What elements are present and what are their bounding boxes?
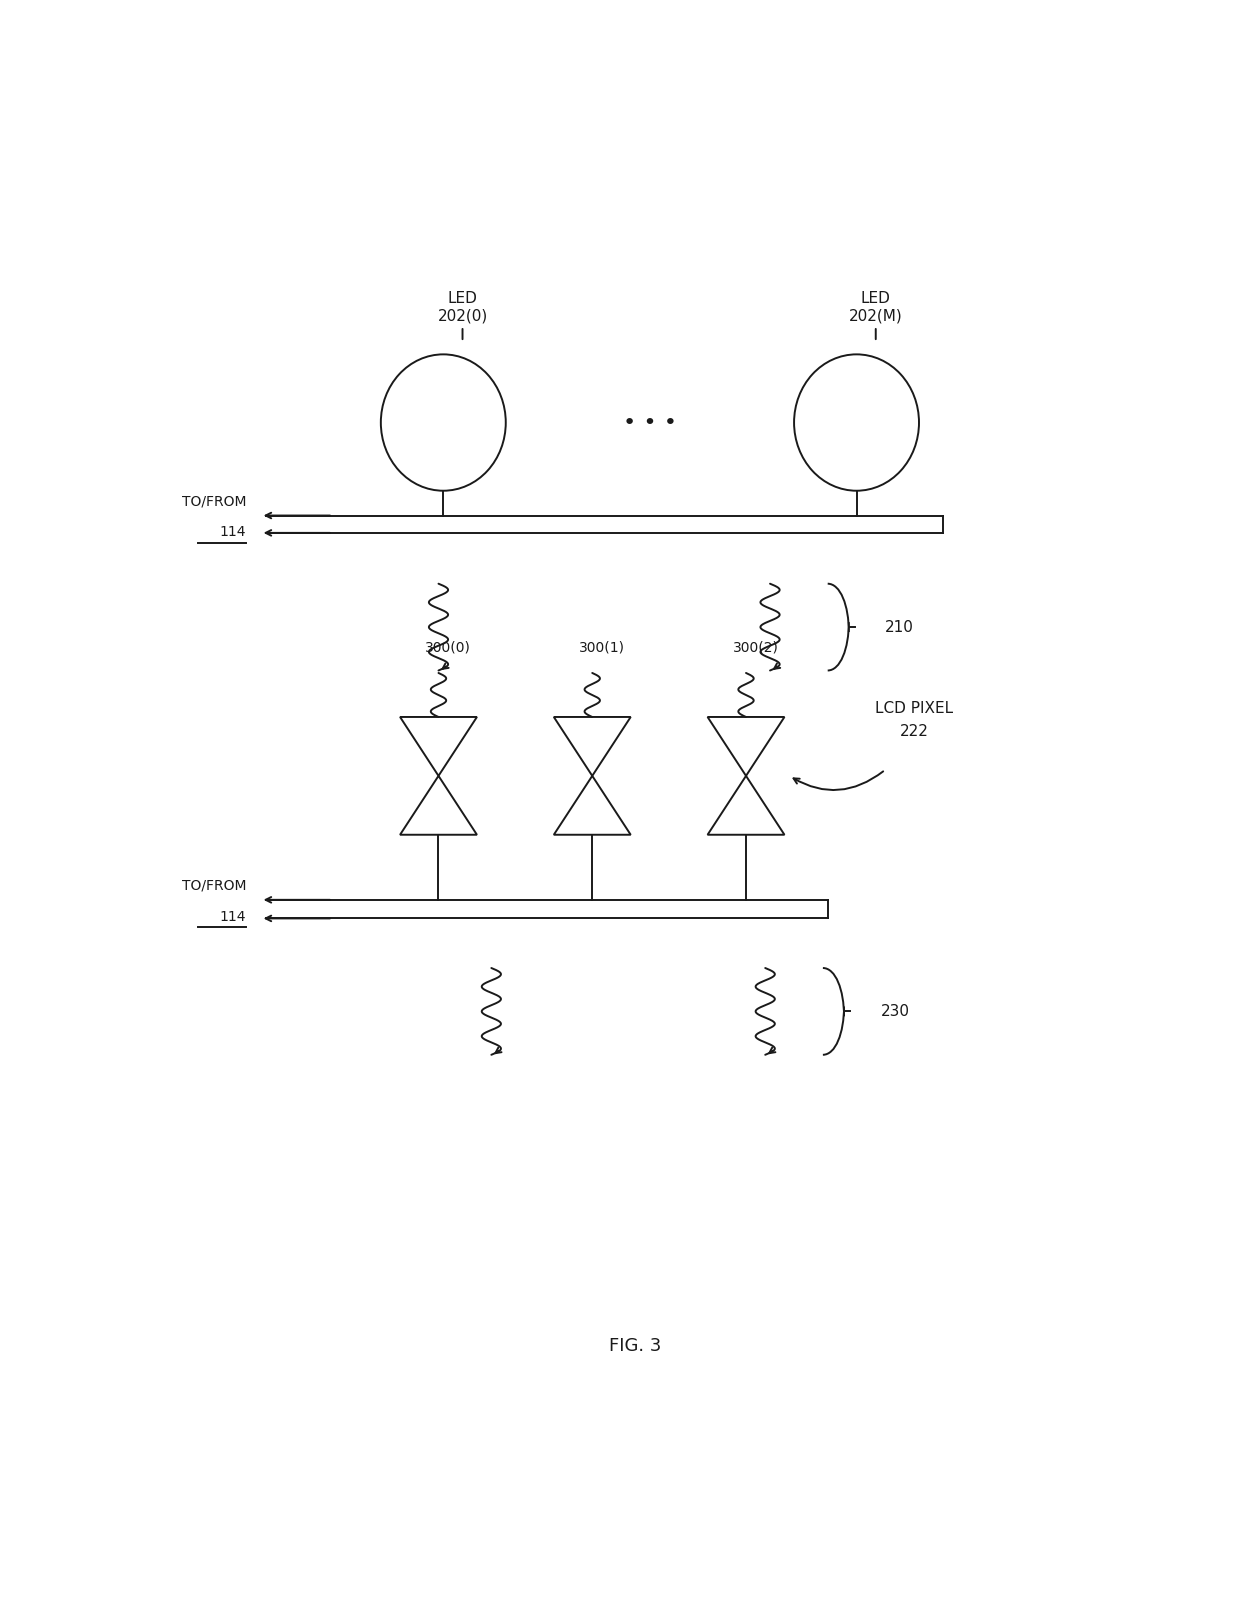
Text: 222: 222 <box>900 723 929 739</box>
Text: 300(2): 300(2) <box>733 641 779 654</box>
Text: 230: 230 <box>880 1005 910 1019</box>
Text: • • •: • • • <box>622 412 677 433</box>
Text: 114: 114 <box>219 910 247 924</box>
Text: FIG. 3: FIG. 3 <box>609 1338 662 1356</box>
Text: TO/FROM: TO/FROM <box>182 494 247 509</box>
Text: LED
202(M): LED 202(M) <box>849 291 903 340</box>
Text: 210: 210 <box>885 620 914 634</box>
Text: LED
202(0): LED 202(0) <box>438 291 487 340</box>
Text: 300(0): 300(0) <box>425 641 471 654</box>
Text: TO/FROM: TO/FROM <box>182 879 247 892</box>
Text: LCD PIXEL: LCD PIXEL <box>875 702 954 716</box>
Text: 300(1): 300(1) <box>579 641 625 654</box>
Text: 114: 114 <box>219 525 247 539</box>
